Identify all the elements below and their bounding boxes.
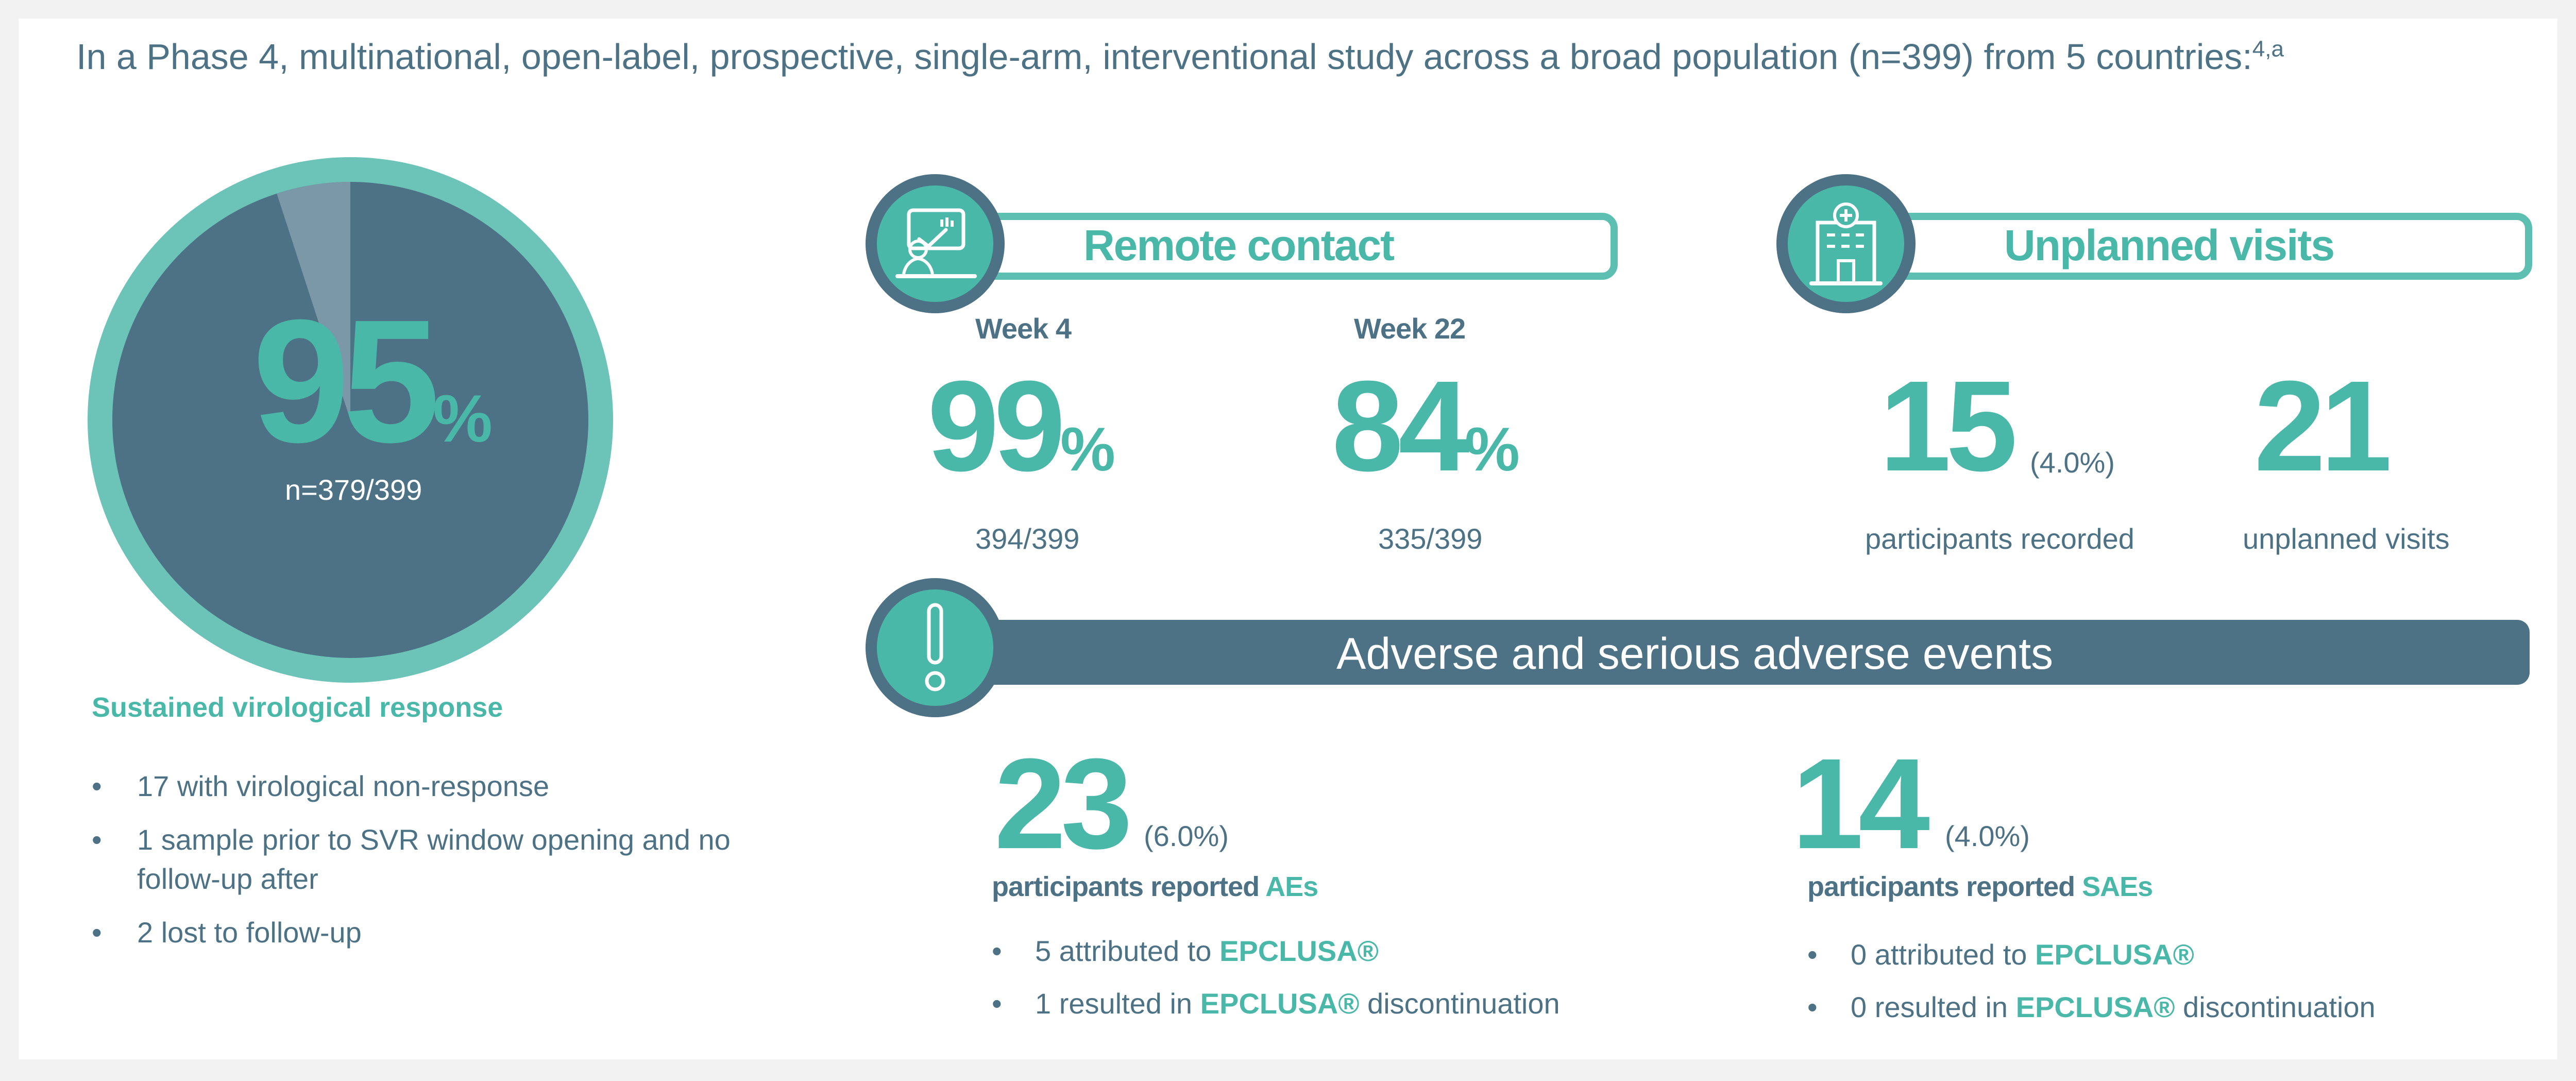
unplanned-visits-badge [1776, 174, 1916, 313]
brand-name: EPCLUSA® [1200, 987, 1360, 1020]
week4-count: 394/399 [975, 522, 1080, 555]
week4-percentage: 99% [927, 354, 1115, 498]
brand-name: EPCLUSA® [2035, 938, 2194, 971]
adverse-events-badge [866, 578, 1005, 717]
exclamation-icon [925, 603, 945, 691]
sae-count: 14 [1792, 732, 1930, 875]
list-item: 1 sample prior to SVR window opening and… [92, 820, 736, 899]
svr-pie-chart [88, 157, 613, 683]
intro-text: In a Phase 4, multinational, open-label,… [76, 36, 2284, 77]
unplanned-participants-count: 15 [1879, 354, 2018, 498]
unplanned-visits-header [1886, 213, 2532, 280]
remote-contact-title: Remote contact [1083, 221, 1395, 269]
ae-bullet-list: 5 attributed to EPCLUSA® 1 resulted in E… [992, 932, 1560, 1037]
unplanned-participants-label: participants recorded [1865, 522, 2134, 555]
week22-percentage: 84% [1332, 354, 1520, 498]
svr-sample-size: n=379/399 [285, 474, 422, 506]
sae-term: SAEs [2082, 871, 2153, 902]
remote-contact-badge [866, 174, 1005, 313]
week22-count: 335/399 [1378, 522, 1483, 555]
unplanned-visits-title: Unplanned visits [2004, 221, 2335, 269]
svr-title: Sustained virological response [92, 692, 503, 723]
ae-count: 23 [994, 732, 1132, 875]
hospital-icon [1809, 202, 1883, 285]
video-call-icon [895, 208, 977, 278]
sae-lead-text: participants reported SAEs [1807, 871, 2153, 902]
unplanned-visits-label: unplanned visits [2243, 522, 2450, 555]
ae-percent: (6.0%) [1144, 820, 1229, 852]
adverse-events-title: Adverse and serious adverse events [1336, 629, 2054, 679]
svr-percentage: 95% [252, 283, 493, 479]
sae-bullet-list: 0 attributed to EPCLUSA® 0 resulted in E… [1807, 935, 2376, 1040]
intro-superscript: 4,a [2252, 36, 2284, 62]
list-item: 0 resulted in EPCLUSA® discontinuation [1807, 988, 2376, 1027]
list-item: 1 resulted in EPCLUSA® discontinuation [992, 984, 1560, 1023]
unplanned-visits-count: 21 [2254, 354, 2392, 498]
unplanned-participants-percent: (4.0%) [2030, 446, 2115, 479]
ae-term: AEs [1265, 871, 1318, 902]
list-item: 5 attributed to EPCLUSA® [992, 932, 1560, 971]
svr-bullet-list: 17 with virological non-response 1 sampl… [92, 767, 736, 967]
brand-name: EPCLUSA® [1219, 935, 1379, 967]
list-item: 17 with virological non-response [92, 767, 736, 806]
brand-name: EPCLUSA® [2015, 991, 2175, 1023]
adverse-events-banner [974, 620, 2530, 685]
remote-contact-header [969, 213, 1618, 280]
sae-percent: (4.0%) [1945, 820, 2030, 852]
list-item: 2 lost to follow-up [92, 913, 736, 952]
week22-label: Week 22 [1354, 312, 1466, 345]
pie-slice-remainder [277, 182, 350, 420]
list-item: 0 attributed to EPCLUSA® [1807, 935, 2376, 974]
week4-label: Week 4 [975, 312, 1072, 345]
ae-lead-text: participants reported AEs [992, 871, 1318, 902]
